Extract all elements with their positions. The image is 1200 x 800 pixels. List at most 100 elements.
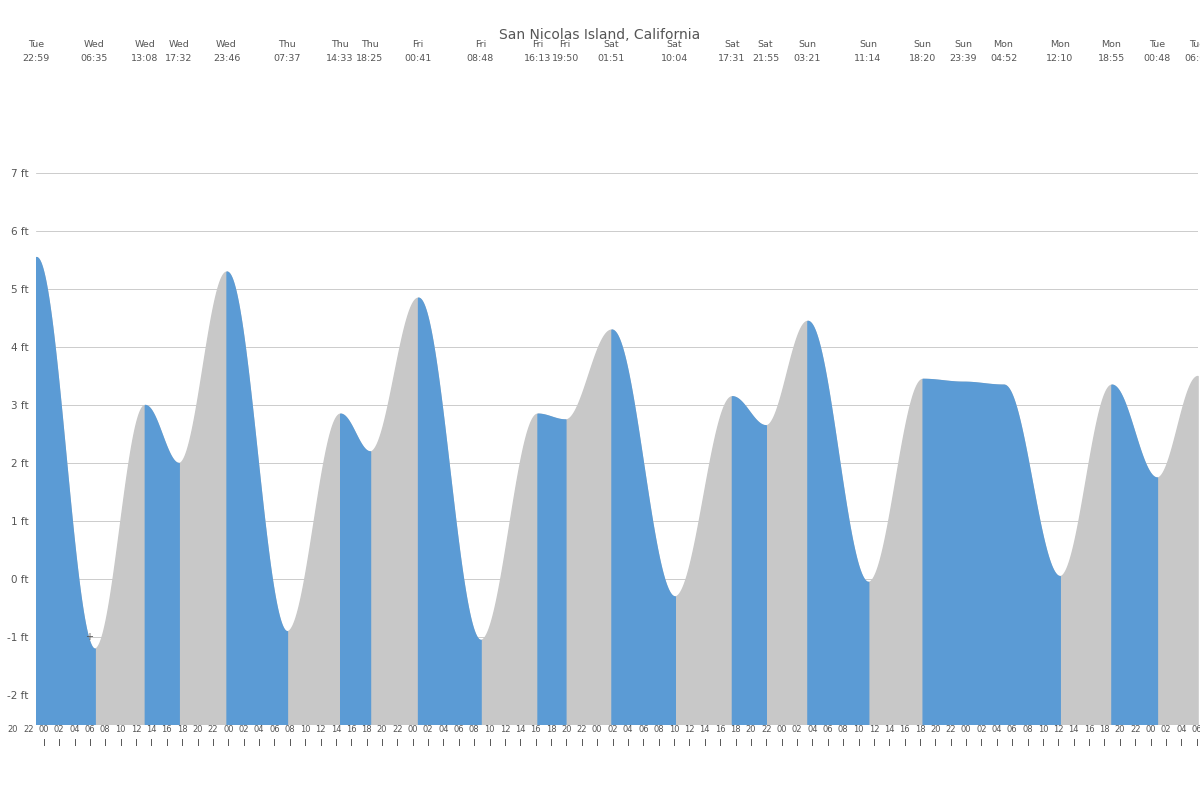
Text: 22: 22	[1130, 725, 1140, 734]
Text: 02: 02	[239, 725, 248, 734]
Text: 02: 02	[977, 725, 986, 734]
Text: 21:55: 21:55	[752, 54, 779, 63]
Text: Tue: Tue	[1189, 40, 1200, 49]
Text: Wed: Wed	[216, 40, 236, 49]
Text: 06:35: 06:35	[80, 54, 108, 63]
Text: 04: 04	[70, 725, 80, 734]
Text: 17:31: 17:31	[718, 54, 745, 63]
Text: 16: 16	[1084, 725, 1094, 734]
Text: 22: 22	[761, 725, 772, 734]
Text: 06: 06	[1007, 725, 1018, 734]
Text: 20: 20	[745, 725, 756, 734]
Text: 18: 18	[914, 725, 925, 734]
Text: Thu: Thu	[361, 40, 379, 49]
Text: 00: 00	[38, 725, 49, 734]
Text: 20: 20	[562, 725, 571, 734]
Text: Mon: Mon	[1102, 40, 1122, 49]
Text: 12: 12	[316, 725, 325, 734]
Text: 16: 16	[346, 725, 356, 734]
Text: San Nicolas Island, California: San Nicolas Island, California	[499, 28, 701, 42]
Text: 06: 06	[1192, 725, 1200, 734]
Text: Sat: Sat	[667, 40, 683, 49]
Text: Fri: Fri	[413, 40, 424, 49]
Text: 23:46: 23:46	[212, 54, 240, 63]
Text: 22: 22	[23, 725, 34, 734]
Text: 16: 16	[899, 725, 910, 734]
Text: 11:14: 11:14	[854, 54, 882, 63]
Text: 18:20: 18:20	[908, 54, 936, 63]
Text: 01:51: 01:51	[598, 54, 625, 63]
Text: 18: 18	[361, 725, 372, 734]
Text: 06: 06	[638, 725, 649, 734]
Text: 12: 12	[684, 725, 695, 734]
Text: 10: 10	[853, 725, 864, 734]
Text: Thu: Thu	[278, 40, 295, 49]
Text: 00: 00	[223, 725, 234, 734]
Text: 16: 16	[530, 725, 541, 734]
Text: 14: 14	[515, 725, 526, 734]
Text: Fri: Fri	[532, 40, 544, 49]
Text: 04: 04	[991, 725, 1002, 734]
Text: 08: 08	[838, 725, 848, 734]
Text: 02: 02	[792, 725, 803, 734]
Text: 18: 18	[731, 725, 740, 734]
Text: 12: 12	[131, 725, 142, 734]
Text: 18: 18	[1099, 725, 1110, 734]
Text: 12: 12	[499, 725, 510, 734]
Text: 00:41: 00:41	[404, 54, 432, 63]
Text: 04:52: 04:52	[990, 54, 1018, 63]
Text: 10:04: 10:04	[661, 54, 688, 63]
Text: 10: 10	[668, 725, 679, 734]
Text: 00: 00	[1145, 725, 1156, 734]
Text: 02: 02	[1160, 725, 1171, 734]
Text: 08: 08	[284, 725, 295, 734]
Text: 04: 04	[1176, 725, 1187, 734]
Text: 16: 16	[715, 725, 726, 734]
Text: 16:13: 16:13	[523, 54, 551, 63]
Text: 12: 12	[869, 725, 880, 734]
Text: 00: 00	[961, 725, 971, 734]
Text: 14: 14	[1068, 725, 1079, 734]
Text: Thu: Thu	[331, 40, 349, 49]
Text: 20: 20	[377, 725, 388, 734]
Text: Sat: Sat	[604, 40, 619, 49]
Text: 14: 14	[700, 725, 710, 734]
Text: 22:59: 22:59	[23, 54, 49, 63]
Text: Wed: Wed	[134, 40, 155, 49]
Text: 22: 22	[576, 725, 587, 734]
Text: 10: 10	[115, 725, 126, 734]
Text: 08: 08	[100, 725, 110, 734]
Text: Tue: Tue	[1148, 40, 1165, 49]
Text: 08:48: 08:48	[467, 54, 494, 63]
Text: Sat: Sat	[724, 40, 739, 49]
Text: 14: 14	[146, 725, 157, 734]
Text: Mon: Mon	[1050, 40, 1069, 49]
Text: 07:37: 07:37	[274, 54, 300, 63]
Text: 02: 02	[54, 725, 65, 734]
Text: 06: 06	[269, 725, 280, 734]
Text: 17:32: 17:32	[164, 54, 192, 63]
Text: 14: 14	[884, 725, 894, 734]
Text: 22: 22	[392, 725, 403, 734]
Text: 00: 00	[776, 725, 787, 734]
Text: 22: 22	[208, 725, 218, 734]
Text: 14: 14	[331, 725, 341, 734]
Text: 06: 06	[822, 725, 833, 734]
Text: 20: 20	[192, 725, 203, 734]
Text: Sun: Sun	[798, 40, 816, 49]
Text: Wed: Wed	[168, 40, 188, 49]
Text: 10: 10	[300, 725, 311, 734]
Text: 06: 06	[85, 725, 95, 734]
Text: Fri: Fri	[559, 40, 571, 49]
Text: 08: 08	[1022, 725, 1033, 734]
Text: 10: 10	[1038, 725, 1049, 734]
Text: 22: 22	[946, 725, 956, 734]
Text: 10: 10	[485, 725, 494, 734]
Text: 06: 06	[454, 725, 464, 734]
Text: Fri: Fri	[475, 40, 486, 49]
Text: Sun: Sun	[954, 40, 972, 49]
Text: 18:55: 18:55	[1098, 54, 1126, 63]
Text: Tue: Tue	[28, 40, 44, 49]
Text: 18: 18	[546, 725, 557, 734]
Text: 02: 02	[422, 725, 433, 734]
